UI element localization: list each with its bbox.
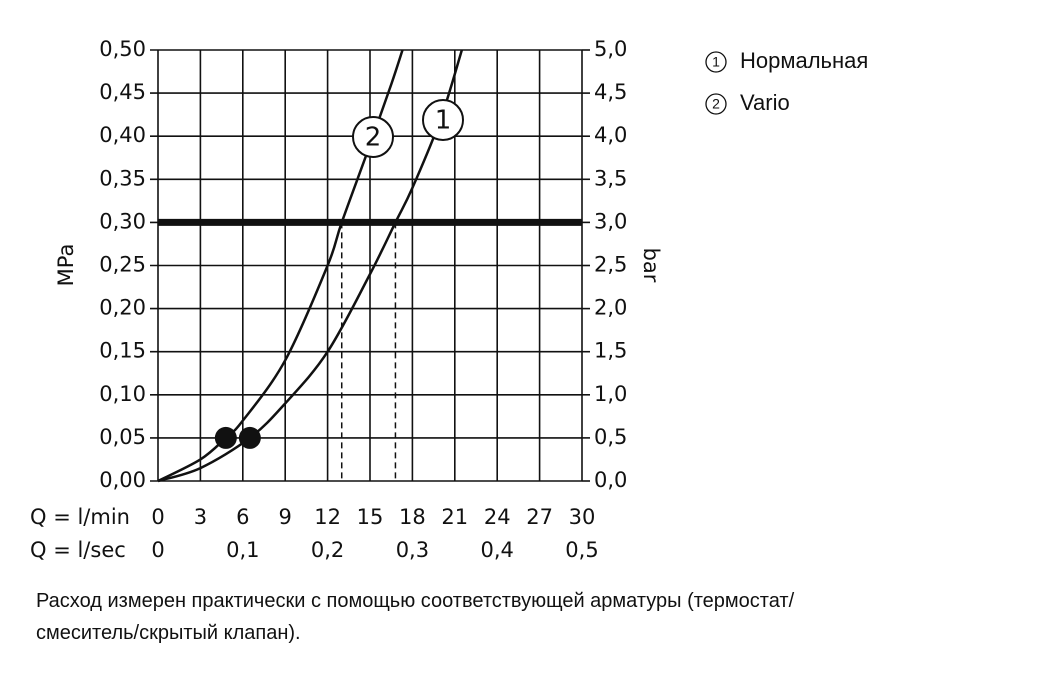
y-axis-label: MPa [54, 244, 78, 287]
curve-label-circle [422, 99, 464, 141]
legend-number: 2 [712, 96, 720, 112]
x2-axis-label: Q = l/sec [30, 538, 126, 562]
y-tick-label: 0,40 [99, 123, 146, 147]
note: Расход измерен практически с помощью соо… [36, 590, 795, 612]
curve-label-circle [352, 116, 394, 158]
x2-tick-label: 0,2 [311, 538, 344, 562]
y2-tick-label: 2,5 [594, 253, 627, 277]
legend-symbol [705, 93, 727, 115]
legend-label: Нормальная [740, 48, 868, 73]
x-tick-label: 30 [569, 505, 596, 529]
curve [157, 49, 464, 483]
x-tick-label: 6 [236, 505, 249, 529]
y-tick-label: 0,05 [99, 425, 146, 449]
y-tick-label: 0,50 [99, 37, 146, 61]
x-tick-label: 24 [484, 505, 511, 529]
y2-tick-label: 1,5 [594, 339, 627, 363]
note: смеситель/скрытый клапан). [36, 622, 301, 644]
y-tick-label: 0,45 [99, 80, 146, 104]
y-tick-label: 0,30 [99, 209, 146, 233]
y2-tick-label: 3,5 [594, 166, 627, 190]
y-tick-label: 0,20 [99, 296, 146, 320]
x2-tick-label: 0 [151, 538, 164, 562]
y2-tick-label: 3,0 [594, 209, 627, 233]
legend-label: Vario [740, 90, 790, 115]
y2-tick-label: 2,0 [594, 296, 627, 320]
x2-tick-label: 0,5 [565, 538, 598, 562]
x-tick-label: 12 [314, 505, 341, 529]
curve-label: 2 [365, 123, 382, 153]
x-tick-label: 3 [194, 505, 207, 529]
x-tick-label: 27 [526, 505, 553, 529]
y-tick-label: 0,35 [99, 166, 146, 190]
page: {"chart_data":{"type":"line", "x_label":… [30, 37, 869, 644]
marker [214, 426, 237, 449]
chart: Q = l/min Q = l/sec MPa bar 0 3 6 9 12 15 18 21… [30, 37, 868, 562]
y2-tick-label: 5,0 [594, 37, 627, 61]
y-tick-label: 0,15 [99, 339, 146, 363]
x-tick-label: 0 [151, 505, 164, 529]
legend-symbol [705, 51, 727, 73]
y-tick-label: 0,25 [99, 253, 146, 277]
y2-tick-label: 0,5 [594, 425, 627, 449]
y-tick-label: 0,00 [99, 468, 146, 492]
x2-tick-label: 0,4 [480, 538, 513, 562]
y-tick-label: 0,10 [99, 382, 146, 406]
y2-axis-label: bar [639, 248, 663, 283]
y2-tick-label: 4,5 [594, 80, 627, 104]
x-tick-label: 15 [357, 505, 384, 529]
x-tick-label: 21 [441, 505, 468, 529]
x2-tick-label: 0,1 [226, 538, 259, 562]
x2-tick-label: 0,3 [396, 538, 429, 562]
y2-tick-label: 4,0 [594, 123, 627, 147]
legend-number: 1 [712, 54, 720, 70]
curve-label: 1 [435, 106, 452, 136]
x-tick-label: 9 [279, 505, 292, 529]
x-tick-label: 18 [399, 505, 426, 529]
y2-tick-label: 0,0 [594, 468, 627, 492]
marker [238, 426, 261, 449]
x-axis-label: Q = l/min [30, 505, 130, 529]
y2-tick-label: 1,0 [594, 382, 627, 406]
